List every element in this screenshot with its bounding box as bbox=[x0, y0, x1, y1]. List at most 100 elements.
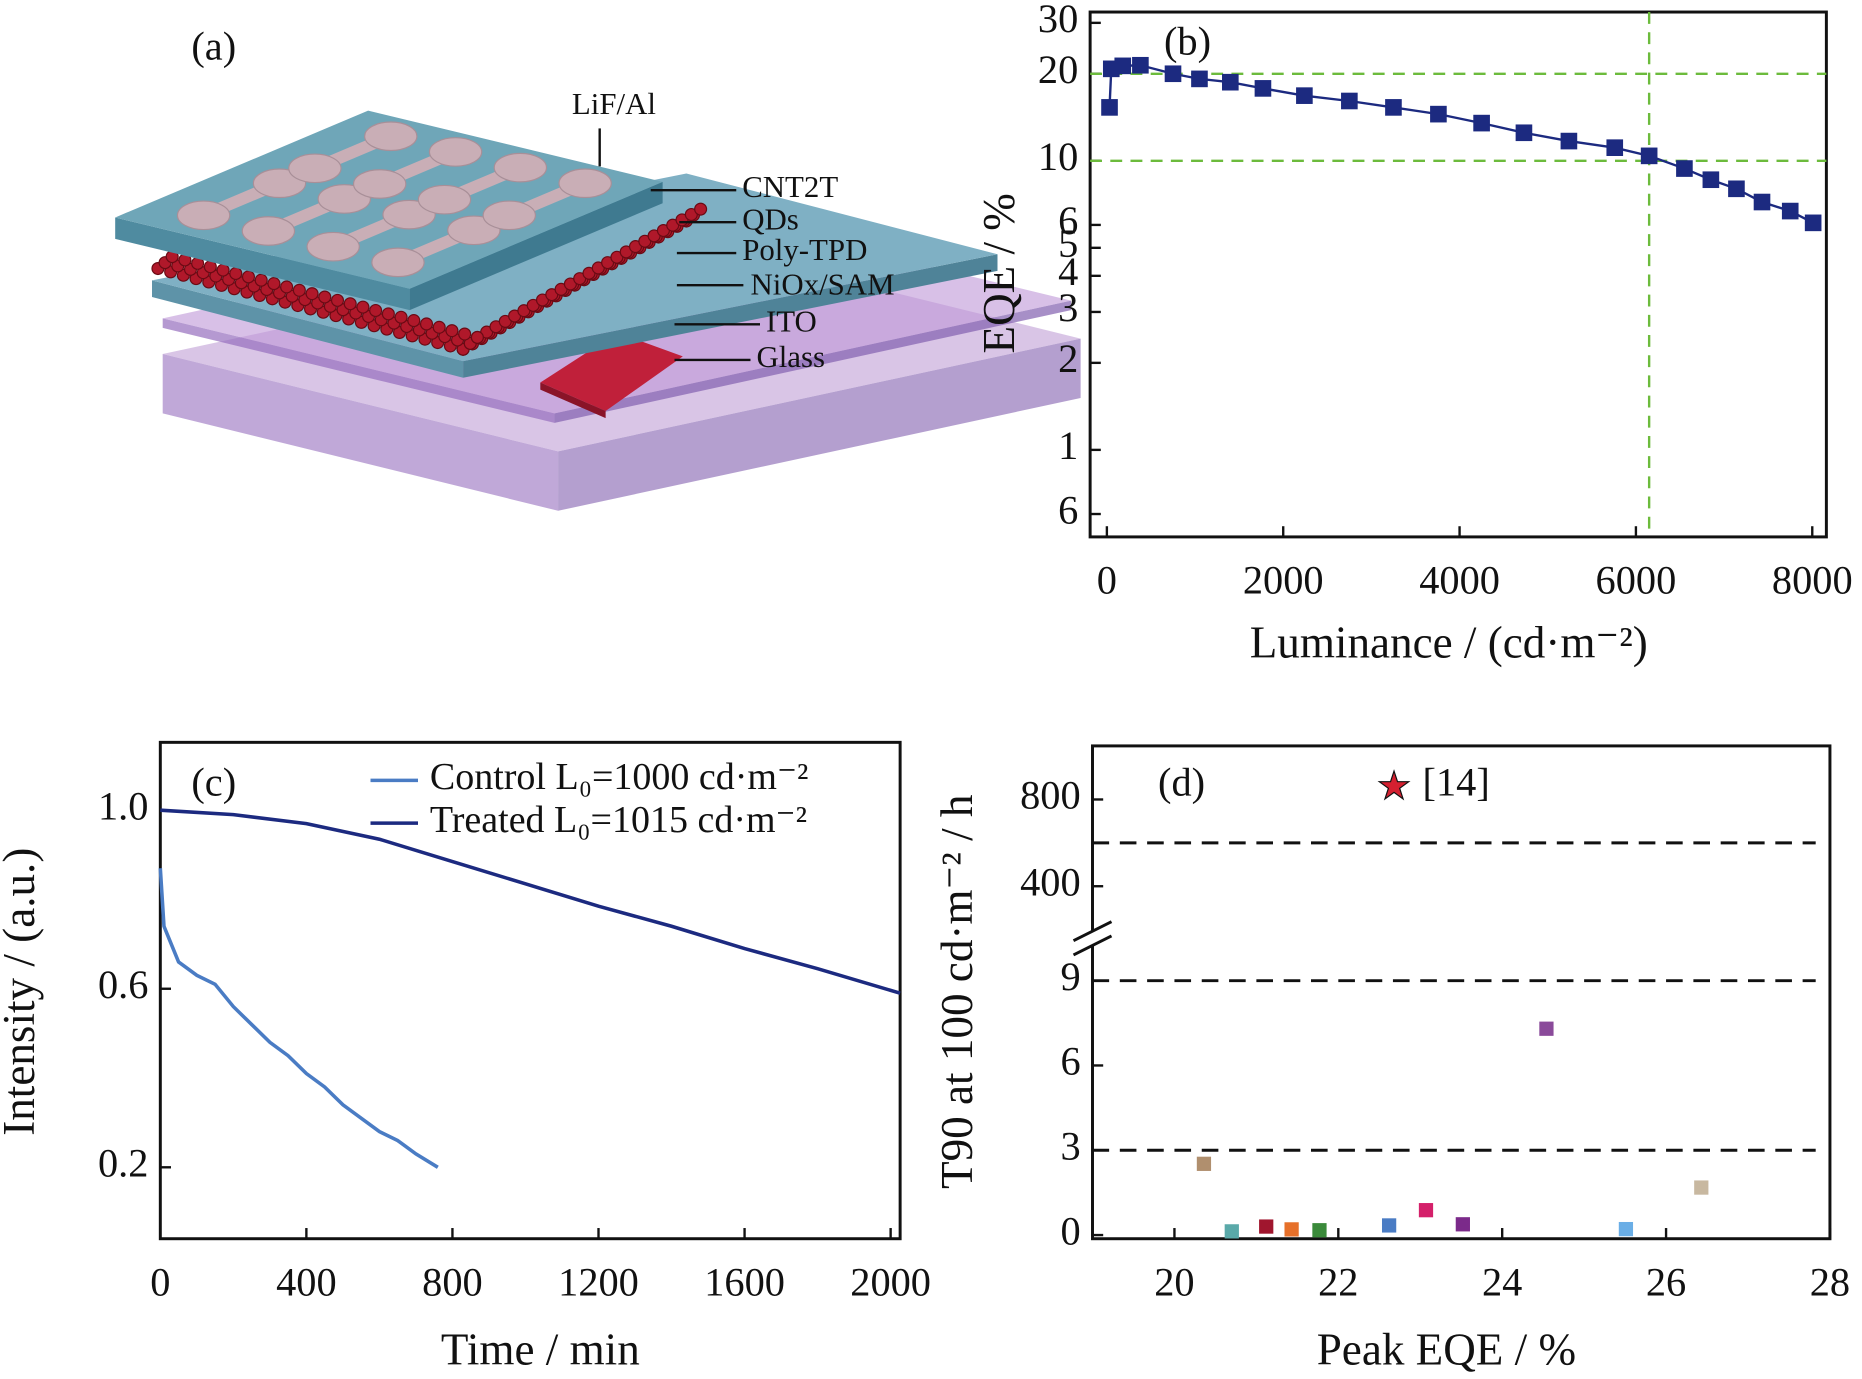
quantum-dot bbox=[343, 297, 357, 311]
quantum-dot bbox=[330, 293, 345, 307]
data-point bbox=[1224, 1224, 1239, 1239]
data-point bbox=[1196, 1156, 1212, 1171]
x-tick-label: 6000 bbox=[1596, 558, 1677, 603]
panel-label: (c) bbox=[191, 760, 236, 805]
quantum-dot bbox=[254, 273, 268, 287]
quantum-dot bbox=[216, 263, 230, 277]
y-tick-label: 20 bbox=[1038, 47, 1078, 92]
data-point bbox=[1618, 1221, 1634, 1237]
layer-label: LiF/Al bbox=[572, 86, 656, 121]
electrode-pad bbox=[558, 168, 612, 199]
layer-side bbox=[115, 217, 410, 311]
data-marker bbox=[1191, 70, 1208, 88]
data-marker bbox=[1132, 56, 1149, 74]
x-tick-label: 0 bbox=[1097, 558, 1117, 603]
axes-frame bbox=[1088, 10, 1828, 539]
data-point bbox=[1539, 1021, 1554, 1036]
quantum-dot bbox=[445, 324, 459, 338]
data-point bbox=[1312, 1223, 1327, 1238]
data-marker bbox=[1606, 139, 1624, 156]
data-line bbox=[158, 868, 439, 1169]
layer-label: ITO bbox=[766, 303, 817, 338]
quantum-dot bbox=[381, 307, 395, 321]
quantum-dot bbox=[407, 314, 421, 328]
quantum-dot bbox=[419, 317, 434, 331]
electrode-pad bbox=[352, 169, 407, 199]
data-marker bbox=[1702, 171, 1720, 189]
layer-side bbox=[409, 181, 663, 311]
quantum-dot bbox=[318, 290, 332, 304]
star-point bbox=[1377, 769, 1411, 801]
quantum-dot bbox=[280, 280, 294, 294]
quantum-dot bbox=[458, 327, 472, 341]
layer-label: CNT2T bbox=[742, 169, 838, 204]
y-tick-label: 4 bbox=[1058, 249, 1078, 294]
x-axis-label: Peak EQE / % bbox=[1317, 1324, 1576, 1374]
electrode-pad bbox=[417, 184, 472, 215]
axis-break bbox=[1072, 920, 1113, 942]
quantum-dot bbox=[694, 202, 708, 216]
quantum-dot bbox=[305, 287, 319, 301]
data-marker bbox=[1222, 73, 1239, 91]
y-tick-label: 9 bbox=[1060, 954, 1080, 999]
quantum-dot bbox=[267, 277, 281, 291]
y-tick-label: 30 bbox=[1038, 0, 1078, 41]
data-point bbox=[1418, 1203, 1434, 1218]
x-tick-label: 400 bbox=[276, 1259, 337, 1304]
x-tick-label: 24 bbox=[1482, 1259, 1522, 1304]
electrode-pad bbox=[428, 137, 483, 167]
axis-break-gap bbox=[1087, 931, 1098, 946]
data-marker bbox=[1114, 57, 1132, 75]
layer-side bbox=[463, 254, 998, 378]
data-point bbox=[1259, 1219, 1274, 1234]
y-axis-label: T90 at 100 cd·m⁻² / h bbox=[932, 795, 982, 1189]
quantum-dot bbox=[432, 320, 446, 334]
x-tick-label: 26 bbox=[1646, 1259, 1686, 1304]
x-tick-label: 1200 bbox=[558, 1259, 639, 1304]
data-marker bbox=[1101, 99, 1118, 116]
data-marker bbox=[1430, 105, 1447, 123]
data-marker bbox=[1473, 114, 1490, 132]
panel-label: (b) bbox=[1164, 19, 1211, 64]
ito-patch bbox=[540, 332, 683, 412]
y-tick-label: 400 bbox=[1020, 859, 1081, 904]
electrode-pad bbox=[241, 216, 296, 246]
y-tick-label: 5 bbox=[1058, 221, 1078, 266]
quantum-dot bbox=[292, 283, 306, 297]
data-line bbox=[160, 808, 901, 995]
x-axis-label: Luminance / (cd·m⁻²) bbox=[1250, 618, 1648, 668]
axes-frame bbox=[1091, 744, 1832, 1241]
x-tick-label: 800 bbox=[422, 1259, 483, 1304]
electrode-pad bbox=[364, 121, 418, 152]
data-marker bbox=[1341, 92, 1358, 110]
data-marker bbox=[1164, 65, 1182, 83]
y-axis-label: Intensity / (a.u.) bbox=[0, 848, 44, 1136]
data-marker bbox=[1640, 147, 1658, 165]
quantum-dot bbox=[241, 270, 256, 284]
data-marker bbox=[1385, 99, 1402, 116]
legend-label: Treated L₀=1015 cd·m⁻² bbox=[430, 799, 807, 841]
axis-break bbox=[1072, 934, 1113, 957]
electrode-pad bbox=[288, 153, 342, 184]
data-point bbox=[1455, 1217, 1470, 1232]
x-tick-label: 2000 bbox=[1243, 558, 1324, 603]
y-axis-label: EQE / % bbox=[974, 193, 1024, 353]
y-tick-label: 6 bbox=[1060, 1039, 1080, 1084]
layer-label: QDs bbox=[742, 201, 799, 236]
ito-patch-side bbox=[540, 382, 606, 419]
x-tick-label: 4000 bbox=[1419, 558, 1500, 603]
x-tick-label: 8000 bbox=[1772, 558, 1853, 603]
quantum-dot bbox=[394, 310, 408, 324]
layer-label: Glass bbox=[756, 339, 825, 374]
quantum-dot bbox=[470, 330, 484, 344]
layer-side bbox=[162, 318, 555, 423]
star-label: [14] bbox=[1423, 760, 1490, 805]
y-tick-label: 3 bbox=[1060, 1124, 1080, 1169]
data-marker bbox=[1728, 180, 1745, 198]
x-tick-label: 20 bbox=[1154, 1259, 1194, 1304]
data-marker bbox=[1676, 160, 1693, 177]
y-tick-label: 0.6 bbox=[98, 962, 148, 1007]
panel-label: (a) bbox=[191, 23, 236, 68]
axes-frame bbox=[158, 740, 902, 1241]
